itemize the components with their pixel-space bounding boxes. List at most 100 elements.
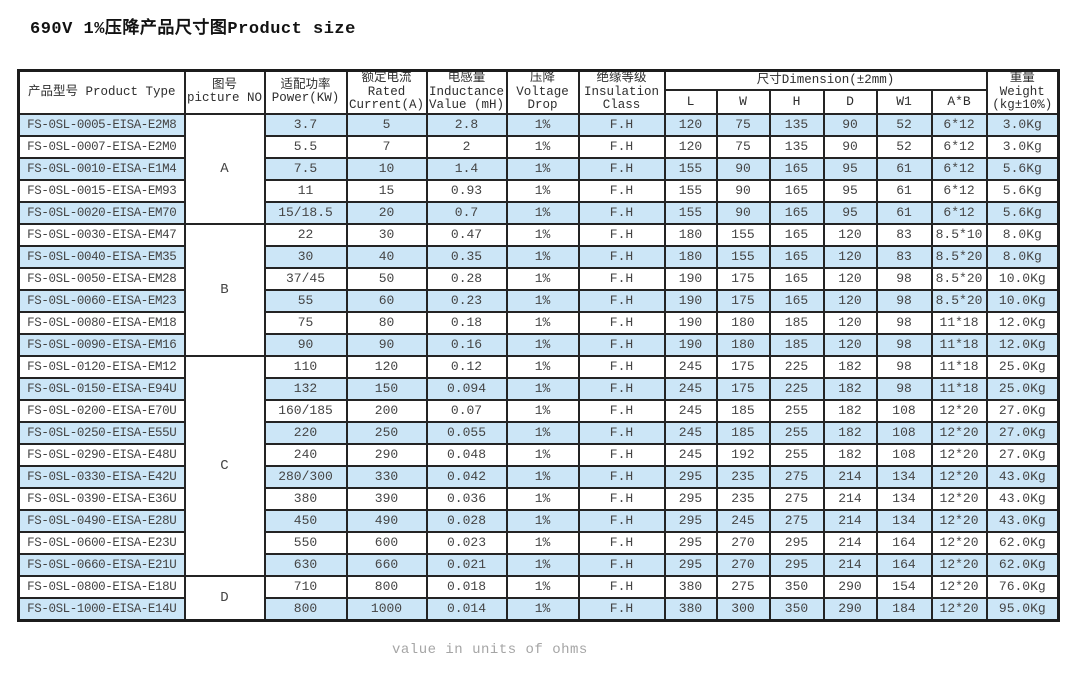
- cell-power: 450: [263, 508, 348, 533]
- cell-model: FS-0SL-0150-EISA-E94U: [17, 376, 186, 401]
- cell-weight: 43.0Kg: [985, 508, 1060, 533]
- cell-inductance: 0.042: [425, 464, 508, 489]
- cell-voltage-drop: 1%: [505, 508, 580, 533]
- cell-h: 135: [768, 134, 825, 159]
- cell-w1: 98: [875, 288, 933, 313]
- table-row: FS-0SL-0150-EISA-E94U 132 150 0.094 1% F.H 245…: [17, 376, 1060, 401]
- cell-model: FS-0SL-0600-EISA-E23U: [17, 530, 186, 555]
- cell-w1: 164: [875, 552, 933, 577]
- cell-picture-group: B: [183, 222, 266, 357]
- cell-a-b: 6*12: [930, 200, 988, 225]
- cell-weight: 27.0Kg: [985, 398, 1060, 423]
- table-row: FS-0SL-0030-EISA-EM47 B 22 30 0.47 1% F.H 180 15…: [17, 222, 1060, 357]
- cell-voltage-drop: 1%: [505, 376, 580, 401]
- cell-w: 245: [715, 508, 771, 533]
- cell-weight: 12.0Kg: [985, 332, 1060, 357]
- cell-weight: 5.6Kg: [985, 178, 1060, 203]
- cell-w1: 134: [875, 464, 933, 489]
- cell-current: 7: [345, 134, 428, 159]
- cell-a-b: 12*20: [930, 464, 988, 489]
- cell-h: 295: [768, 530, 825, 555]
- col-header-dim-w1: W1: [875, 88, 933, 115]
- cell-inductance: 0.28: [425, 266, 508, 291]
- cell-w: 90: [715, 200, 771, 225]
- cell-h: 225: [768, 376, 825, 401]
- cell-l: 180: [663, 244, 718, 269]
- cell-l: 380: [663, 574, 718, 599]
- cell-voltage-drop: 1%: [505, 420, 580, 445]
- cell-h: 275: [768, 508, 825, 533]
- cell-d: 182: [822, 420, 878, 445]
- cell-d: 182: [822, 398, 878, 423]
- cell-w1: 61: [875, 156, 933, 181]
- cell-insulation: F.H: [577, 310, 666, 335]
- cell-a-b: 6*12: [930, 134, 988, 159]
- col-header-dim-d: D: [822, 88, 878, 115]
- cell-model: FS-0SL-0290-EISA-E48U: [17, 442, 186, 467]
- cell-voltage-drop: 1%: [505, 332, 580, 357]
- cell-current: 40: [345, 244, 428, 269]
- cell-power: 75: [263, 310, 348, 335]
- cell-inductance: 0.18: [425, 310, 508, 335]
- cell-a-b: 12*20: [930, 420, 988, 445]
- cell-h: 185: [768, 332, 825, 357]
- cell-w1: 164: [875, 530, 933, 555]
- cell-model: FS-0SL-0800-EISA-E18U: [17, 574, 186, 599]
- cell-power: 7.5: [263, 156, 348, 181]
- cell-h: 255: [768, 420, 825, 445]
- cell-power: 240: [263, 442, 348, 467]
- cell-l: 190: [663, 310, 718, 335]
- cell-model: FS-0SL-0250-EISA-E55U: [17, 420, 186, 445]
- cell-w: 155: [715, 222, 771, 247]
- cell-power: 220: [263, 420, 348, 445]
- cell-inductance: 0.055: [425, 420, 508, 445]
- table-row: FS-0SL-0120-EISA-EM12 C 110 120 0.12 1% F.H 245…: [17, 354, 1060, 577]
- cell-insulation: F.H: [577, 200, 666, 225]
- col-header-weight: 重量 Weight (kg±10%): [985, 69, 1060, 115]
- cell-d: 120: [822, 222, 878, 247]
- cell-w1: 98: [875, 266, 933, 291]
- cell-l: 295: [663, 552, 718, 577]
- cell-h: 165: [768, 222, 825, 247]
- cell-l: 155: [663, 178, 718, 203]
- table-row: FS-0SL-0600-EISA-E23U 550 600 0.023 1% F.H 295…: [17, 530, 1060, 555]
- cell-h: 165: [768, 156, 825, 181]
- cell-voltage-drop: 1%: [505, 552, 580, 577]
- cell-power: 110: [263, 354, 348, 379]
- cell-w: 175: [715, 354, 771, 379]
- cell-current: 290: [345, 442, 428, 467]
- cell-voltage-drop: 1%: [505, 486, 580, 511]
- cell-a-b: 8.5*20: [930, 244, 988, 269]
- cell-w1: 134: [875, 508, 933, 533]
- cell-w: 75: [715, 134, 771, 159]
- cell-l: 245: [663, 442, 718, 467]
- cell-l: 180: [663, 222, 718, 247]
- cell-current: 30: [345, 222, 428, 247]
- cell-power: 630: [263, 552, 348, 577]
- cell-weight: 43.0Kg: [985, 464, 1060, 489]
- cell-power: 710: [263, 574, 348, 599]
- col-header-insulation-class: 绝缘等级 Insulation Class: [577, 69, 666, 115]
- table-row: FS-0SL-0090-EISA-EM16 90 90 0.16 1% F.H 190 180…: [17, 332, 1060, 357]
- cell-inductance: 0.028: [425, 508, 508, 533]
- cell-l: 245: [663, 354, 718, 379]
- cell-a-b: 12*20: [930, 596, 988, 621]
- cell-w1: 83: [875, 244, 933, 269]
- cell-l: 190: [663, 332, 718, 357]
- cell-voltage-drop: 1%: [505, 574, 580, 599]
- cell-insulation: F.H: [577, 420, 666, 445]
- cell-d: 120: [822, 332, 878, 357]
- cell-voltage-drop: 1%: [505, 354, 580, 379]
- cell-h: 135: [768, 112, 825, 137]
- col-header-dim-ab: A*B: [930, 88, 988, 115]
- table-row: FS-0SL-0020-EISA-EM70 15/18.5 20 0.7 1% F.H 15…: [17, 200, 1060, 225]
- cell-l: 120: [663, 134, 718, 159]
- cell-current: 60: [345, 288, 428, 313]
- cell-h: 185: [768, 310, 825, 335]
- cell-h: 165: [768, 244, 825, 269]
- cell-insulation: F.H: [577, 442, 666, 467]
- cell-weight: 3.0Kg: [985, 112, 1060, 137]
- cell-w: 270: [715, 552, 771, 577]
- cell-power: 55: [263, 288, 348, 313]
- cell-w: 175: [715, 266, 771, 291]
